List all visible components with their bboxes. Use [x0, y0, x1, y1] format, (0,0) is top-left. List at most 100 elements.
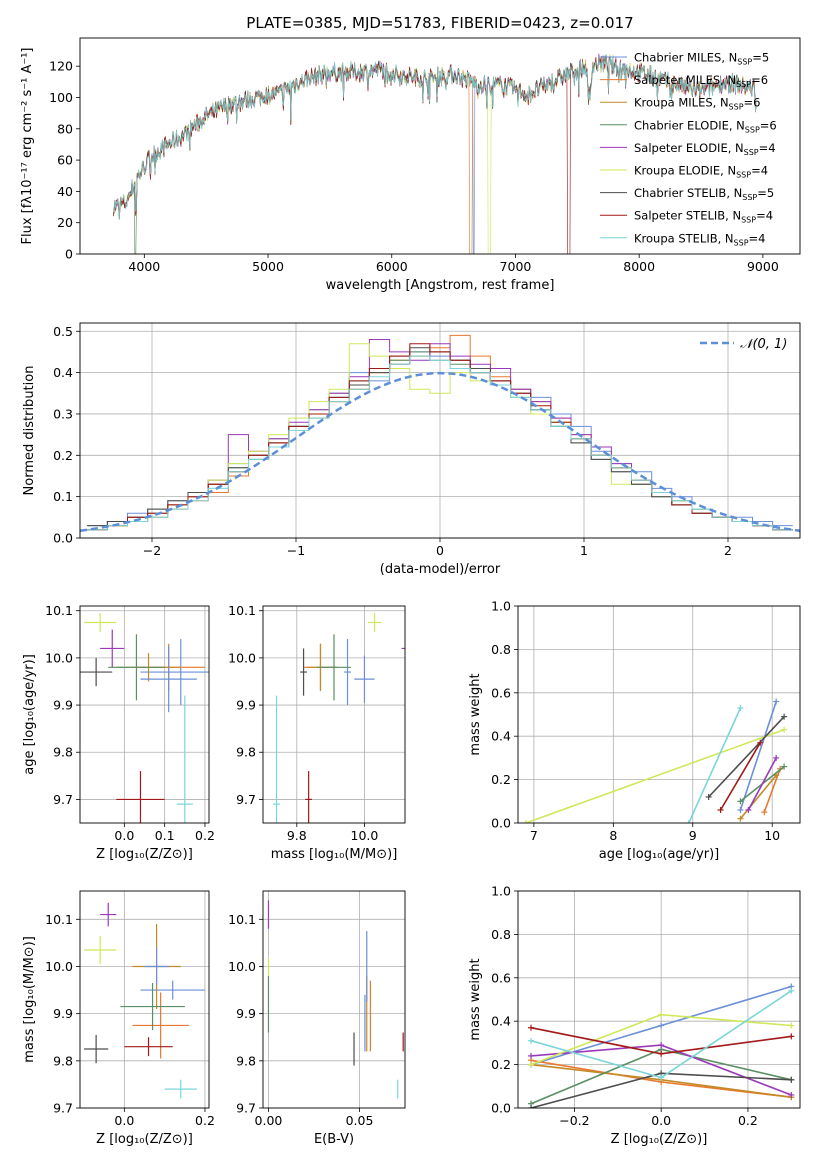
weight-line-7 — [708, 716, 785, 798]
x-tick-label: 0.0 — [114, 1113, 134, 1128]
x-axis-label: Z [log₁₀(Z/Z⊙)] — [96, 847, 193, 862]
y-tick-label: 20 — [57, 215, 73, 230]
x-tick-label: 0.1 — [155, 828, 175, 843]
y-tick-label: 0.0 — [491, 1101, 511, 1116]
x-tick-label: 5000 — [252, 259, 284, 274]
y-tick-label: 10.0 — [45, 959, 73, 974]
weight-line-2 — [763, 768, 781, 813]
legend-label: Kroupa STELIB, NSSP=4 — [634, 231, 765, 247]
panel-residuals: −2 −1 0 1 2 0.0 0.1 0.2 0.3 0.4 0.5 (data-model)/er… — [22, 322, 801, 577]
weight_vs_Z-frame — [517, 890, 801, 1109]
y-tick-label: 10.0 — [228, 650, 256, 665]
y-axis-label: Flux [fλ10⁻¹⁷ erg cm⁻² s⁻¹ A⁻¹] — [20, 48, 35, 245]
y-tick-label: 100 — [49, 90, 73, 105]
y-tick-label: 0.0 — [53, 531, 73, 546]
panel-mass_vs_Z: 0.0 0.2 9.7 9.8 9.9 10.0 10.1 Z [log₁₀(Z/Z⊙)] ma… — [22, 890, 215, 1147]
x-axis-label: E(B-V) — [314, 1132, 354, 1147]
age_vs_Z-plot-area — [80, 613, 209, 823]
legend-label: Salpeter ELODIE, NSSP=4 — [634, 141, 776, 157]
y-tick-label: 9.8 — [53, 745, 73, 760]
spectrum-plot-area — [113, 53, 757, 254]
y-tick-label: 9.9 — [236, 1006, 256, 1021]
mass_vs_ebv-axes: 0.00 0.05 9.7 9.8 9.9 10.0 10.1 E(B-V) — [228, 890, 406, 1147]
figure-title: PLATE=0385, MJD=51783, FIBERID=0423, z=0… — [246, 14, 633, 32]
age_vs_Z-axes: 0.0 0.1 0.2 9.7 9.8 9.9 10.0 10.1 Z [log₁₀(Z/Z⊙)… — [22, 603, 215, 862]
x-tick-label: 2 — [724, 543, 732, 558]
x-tick-label: 7 — [530, 828, 538, 843]
weight_vs_Z-axes: −0.2 0.0 0.2 0.0 0.2 0.4 0.6 0.8 1.0 Z [log₁₀(Z/Z… — [468, 884, 801, 1147]
x-tick-label: 0.0 — [114, 828, 134, 843]
panel-age_vs_mass: 9.8 10.0 9.7 9.8 9.9 10.0 10.1 mass [log₁₀(M/M⊙… — [228, 603, 406, 862]
legend-label: Salpeter STELIB, NSSP=4 — [634, 209, 773, 225]
y-tick-label: 9.7 — [236, 1101, 256, 1116]
spectrum-axes: 4000 5000 6000 7000 8000 9000 0 20 40 60 80 100 120 w… — [20, 37, 801, 293]
weight-line-1 — [739, 701, 777, 811]
x-tick-label: 0 — [436, 543, 444, 558]
x-tick-label: −0.2 — [559, 1113, 589, 1128]
x-tick-label: 8000 — [623, 259, 655, 274]
panel-spectrum: 4000 5000 6000 7000 8000 9000 0 20 40 60 80 100 120 w… — [20, 37, 801, 293]
legend-label: Chabrier ELODIE, NSSP=6 — [634, 118, 777, 134]
y-tick-label: 0.2 — [491, 772, 511, 787]
x-tick-label: 1 — [580, 543, 588, 558]
age_vs_mass-frame — [262, 605, 406, 824]
x-tick-label: 0.2 — [195, 828, 215, 843]
panel-mass_vs_ebv: 0.00 0.05 9.7 9.8 9.9 10.0 10.1 E(B-V) — [228, 890, 406, 1147]
y-tick-label: 0.1 — [53, 489, 73, 504]
x-tick-label: 9 — [689, 828, 697, 843]
weight-line-9 — [688, 707, 742, 823]
age_vs_mass-plot-area — [273, 613, 405, 823]
x-axis-label: Z [log₁₀(Z/Z⊙)] — [611, 1132, 708, 1147]
y-tick-label: 10.1 — [45, 912, 73, 927]
x-tick-label: 0.0 — [651, 1113, 671, 1128]
x-tick-label: 6000 — [376, 259, 408, 274]
panel-weight_vs_age: 7 8 9 10 0.0 0.2 0.4 0.6 0.8 1.0 age [log₁₀(age/yr… — [468, 599, 801, 862]
x-axis-label: age [log₁₀(age/yr)] — [599, 847, 720, 862]
x-tick-label: 4000 — [128, 259, 160, 274]
weight-line-3 — [739, 774, 777, 820]
mass_vs_Z-frame — [79, 890, 210, 1109]
x-tick-label: 9000 — [747, 259, 779, 274]
y-tick-label: 9.9 — [236, 698, 256, 713]
y-tick-label: 120 — [49, 59, 73, 74]
weight-line-8 — [719, 742, 761, 811]
y-tick-label: 40 — [57, 184, 73, 199]
weight-line-6 — [525, 728, 785, 823]
y-axis-label: age [log₁₀(age/yr)] — [22, 654, 37, 775]
spectrum-line-9 — [113, 53, 757, 219]
x-axis-label: wavelength [Angstrom, rest frame] — [326, 278, 555, 293]
y-tick-label: 80 — [57, 121, 73, 136]
mass_vs_ebv-plot-area — [267, 900, 404, 1099]
age_vs_Z-frame — [79, 605, 210, 824]
residuals-frame — [79, 322, 801, 539]
panel-weight_vs_Z: −0.2 0.0 0.2 0.0 0.2 0.4 0.6 0.8 1.0 Z [log₁₀(Z/Z… — [468, 884, 801, 1147]
histogram-9 — [87, 355, 793, 531]
weight_vs_Z-plot-area — [528, 983, 795, 1108]
x-tick-label: 7000 — [500, 259, 532, 274]
y-tick-label: 10.1 — [45, 603, 73, 618]
residual-legend: 𝒩(0, 1) — [700, 337, 787, 352]
y-tick-label: 9.9 — [53, 1006, 73, 1021]
x-axis-label: Z [log₁₀(Z/Z⊙)] — [96, 1132, 193, 1147]
y-tick-label: 9.7 — [53, 792, 73, 807]
y-tick-label: 1.0 — [491, 884, 511, 899]
age_vs_Z-grid — [80, 606, 209, 823]
y-tick-label: 10.1 — [228, 603, 256, 618]
y-axis-label: mass [log₁₀(M/M⊙)] — [22, 936, 37, 1063]
residuals-axes: −2 −1 0 1 2 0.0 0.1 0.2 0.3 0.4 0.5 (data-model)/er… — [22, 322, 801, 577]
x-tick-label: −2 — [143, 543, 161, 558]
y-tick-label: 9.7 — [236, 792, 256, 807]
weight-line-5 — [747, 757, 777, 811]
y-tick-label: 9.9 — [53, 698, 73, 713]
x-tick-label: 8 — [609, 828, 617, 843]
legend-label: Chabrier STELIB, NSSP=5 — [634, 186, 774, 202]
y-tick-label: 10.0 — [45, 650, 73, 665]
x-tick-label: 0.05 — [346, 1113, 374, 1128]
y-tick-label: 0.6 — [491, 970, 511, 985]
mass_vs_ebv-frame — [262, 890, 406, 1109]
x-tick-label: −1 — [287, 543, 305, 558]
gaussian-curve — [80, 371, 800, 533]
legend-label: Chabrier MILES, NSSP=5 — [634, 51, 769, 67]
y-tick-label: 0.3 — [53, 406, 73, 421]
